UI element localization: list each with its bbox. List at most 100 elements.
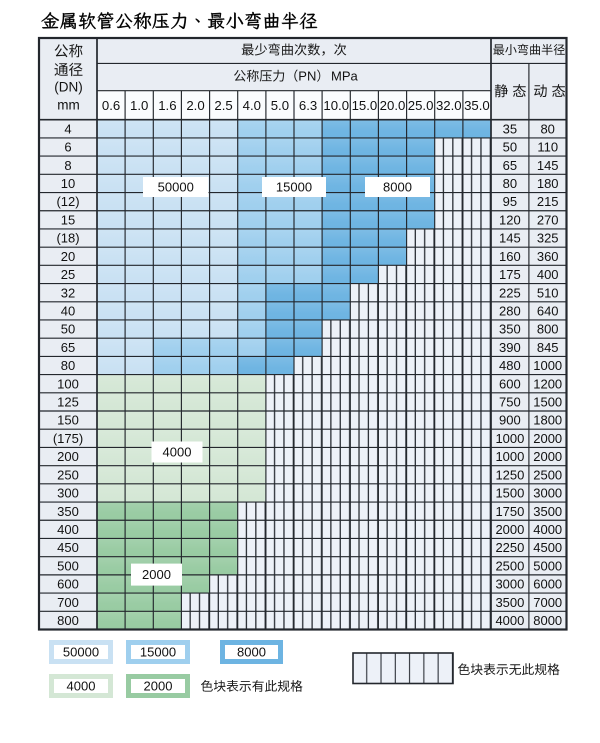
svg-text:1000: 1000 xyxy=(495,431,524,446)
svg-text:2000: 2000 xyxy=(144,679,173,694)
svg-text:2500: 2500 xyxy=(533,467,562,482)
svg-text:10: 10 xyxy=(61,176,75,191)
svg-text:(18): (18) xyxy=(56,231,79,246)
svg-text:1800: 1800 xyxy=(533,413,562,428)
svg-text:225: 225 xyxy=(499,285,521,300)
svg-text:20.0: 20.0 xyxy=(380,98,406,113)
svg-text:15.0: 15.0 xyxy=(352,98,378,113)
svg-text:5000: 5000 xyxy=(533,558,562,573)
svg-text:3500: 3500 xyxy=(495,595,524,610)
svg-text:500: 500 xyxy=(57,558,79,573)
svg-text:2000: 2000 xyxy=(533,431,562,446)
svg-text:50000: 50000 xyxy=(63,645,99,660)
svg-text:15: 15 xyxy=(61,212,75,227)
svg-text:145: 145 xyxy=(499,231,521,246)
svg-text:4000: 4000 xyxy=(495,613,524,628)
svg-text:2250: 2250 xyxy=(495,540,524,555)
svg-text:350: 350 xyxy=(57,504,79,519)
svg-text:PN: PN xyxy=(298,69,316,84)
svg-text:15000: 15000 xyxy=(276,180,312,195)
svg-text:50: 50 xyxy=(61,322,75,337)
svg-text:10.0: 10.0 xyxy=(323,98,349,113)
svg-text:25: 25 xyxy=(61,267,75,282)
svg-text:800: 800 xyxy=(57,613,79,628)
svg-text:(175): (175) xyxy=(53,431,83,446)
svg-text:510: 510 xyxy=(537,285,559,300)
svg-text:2000: 2000 xyxy=(533,449,562,464)
svg-text:250: 250 xyxy=(57,467,79,482)
svg-text:640: 640 xyxy=(537,304,559,319)
svg-text:3000: 3000 xyxy=(495,577,524,592)
svg-text:2000: 2000 xyxy=(495,522,524,537)
svg-text:125: 125 xyxy=(57,395,79,410)
svg-text:1.0: 1.0 xyxy=(130,98,148,113)
svg-text:360: 360 xyxy=(537,249,559,264)
svg-text:8000: 8000 xyxy=(383,180,412,195)
svg-text:450: 450 xyxy=(57,540,79,555)
svg-text:110: 110 xyxy=(537,140,558,155)
svg-text:150: 150 xyxy=(57,413,79,428)
svg-text:80: 80 xyxy=(503,176,517,191)
svg-text:32.0: 32.0 xyxy=(436,98,462,113)
svg-text:175: 175 xyxy=(499,267,521,282)
svg-text:6: 6 xyxy=(64,140,71,155)
svg-text:845: 845 xyxy=(537,340,559,355)
svg-text:4500: 4500 xyxy=(533,540,562,555)
svg-text:600: 600 xyxy=(499,376,521,391)
svg-text:1000: 1000 xyxy=(495,449,524,464)
svg-text:480: 480 xyxy=(499,358,521,373)
svg-text:4000: 4000 xyxy=(533,522,562,537)
svg-text:2.0: 2.0 xyxy=(186,98,204,113)
svg-text:35.0: 35.0 xyxy=(464,98,490,113)
svg-text:4: 4 xyxy=(64,121,71,136)
svg-text:3500: 3500 xyxy=(533,504,562,519)
svg-text:120: 120 xyxy=(499,212,521,227)
svg-text:400: 400 xyxy=(537,267,559,282)
svg-text:750: 750 xyxy=(499,395,521,410)
svg-text:8000: 8000 xyxy=(533,613,562,628)
svg-text:160: 160 xyxy=(499,249,521,264)
svg-text:50: 50 xyxy=(503,140,517,155)
svg-text:2000: 2000 xyxy=(142,567,171,582)
svg-text:1750: 1750 xyxy=(495,504,524,519)
svg-text:1500: 1500 xyxy=(495,486,524,501)
svg-text:100: 100 xyxy=(57,376,79,391)
svg-text:4000: 4000 xyxy=(67,679,96,694)
svg-text:5.0: 5.0 xyxy=(271,98,289,113)
svg-text:65: 65 xyxy=(61,340,75,355)
svg-text:35: 35 xyxy=(503,121,517,136)
svg-text:80: 80 xyxy=(540,121,554,136)
svg-text:20: 20 xyxy=(61,249,75,264)
svg-text:3000: 3000 xyxy=(533,486,562,501)
svg-text:95: 95 xyxy=(503,194,517,209)
svg-text:700: 700 xyxy=(57,595,79,610)
svg-text:7000: 7000 xyxy=(533,595,562,610)
svg-text:0.6: 0.6 xyxy=(102,98,120,113)
svg-text:145: 145 xyxy=(537,158,559,173)
svg-text:270: 270 xyxy=(537,212,559,227)
svg-text:215: 215 xyxy=(537,194,559,209)
svg-text:4000: 4000 xyxy=(163,445,192,460)
svg-text:4.0: 4.0 xyxy=(243,98,261,113)
svg-text:2.5: 2.5 xyxy=(214,98,232,113)
svg-text:8000: 8000 xyxy=(237,645,266,660)
svg-text:1.6: 1.6 xyxy=(158,98,176,113)
svg-text:65: 65 xyxy=(503,158,517,173)
svg-text:MPa: MPa xyxy=(331,69,359,84)
svg-text:15000: 15000 xyxy=(140,645,176,660)
svg-text:6.3: 6.3 xyxy=(299,98,317,113)
svg-text:40: 40 xyxy=(61,304,75,319)
svg-text:6000: 6000 xyxy=(533,577,562,592)
svg-text:1200: 1200 xyxy=(533,376,562,391)
svg-text:1250: 1250 xyxy=(495,467,524,482)
svg-text:300: 300 xyxy=(57,486,79,501)
svg-text:(12): (12) xyxy=(56,194,79,209)
svg-text:350: 350 xyxy=(499,322,521,337)
svg-text:80: 80 xyxy=(61,358,75,373)
svg-text:8: 8 xyxy=(64,158,71,173)
svg-text:50000: 50000 xyxy=(158,180,194,195)
svg-text:25.0: 25.0 xyxy=(408,98,434,113)
svg-text:900: 900 xyxy=(499,413,521,428)
svg-text:mm: mm xyxy=(57,97,80,112)
svg-text:600: 600 xyxy=(57,577,79,592)
